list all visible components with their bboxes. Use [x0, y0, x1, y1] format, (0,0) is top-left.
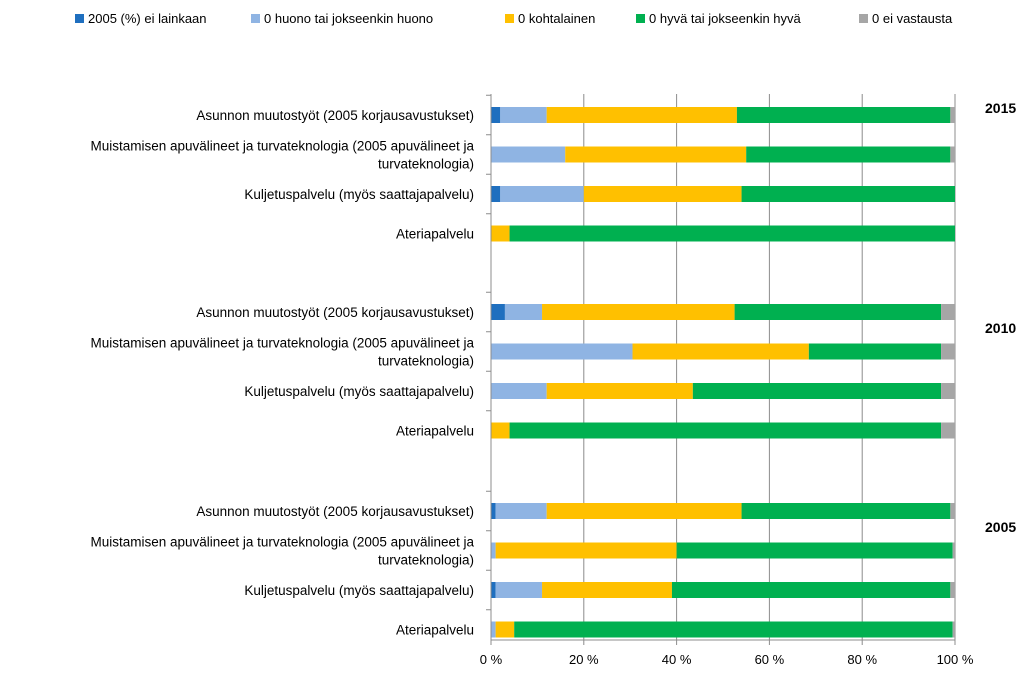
- category-label: Asunnon muutostyöt (2005 korjausavustuks…: [196, 504, 474, 519]
- category-label: Kuljetuspalvelu (myös saattajapalvelu): [244, 187, 474, 202]
- category-label: Asunnon muutostyöt (2005 korjausavustuks…: [196, 108, 474, 123]
- group-label: 2005: [985, 519, 1016, 535]
- category-label: Ateriapalvelu: [396, 623, 474, 638]
- legend: 2005 (%) ei lainkaan 0 huono tai jokseenk…: [75, 11, 953, 26]
- legend-label: 0 huono tai jokseenkin huono: [264, 11, 433, 26]
- bar-segment: [941, 343, 955, 360]
- bar-segment: [491, 383, 547, 399]
- bar-segment: [741, 503, 951, 519]
- category-label: turvateknologia): [378, 354, 474, 369]
- bar-segment: [741, 186, 955, 202]
- category-label: turvateknologia): [378, 553, 474, 568]
- bar-segment: [491, 107, 501, 123]
- category-labels: Asunnon muutostyöt (2005 korjausavustuks…: [91, 108, 475, 638]
- bar-segment: [676, 542, 953, 559]
- bar-segment: [734, 304, 942, 320]
- bar-segment: [546, 107, 737, 123]
- bar-segment: [952, 542, 955, 559]
- x-tick-label: 0 %: [480, 652, 503, 667]
- bar-segment: [950, 107, 955, 123]
- bar-segment: [500, 186, 584, 202]
- bar-segment: [546, 383, 693, 399]
- bar-segment: [941, 422, 955, 439]
- bar-segment: [491, 621, 496, 638]
- bar-segment: [491, 343, 633, 360]
- bar-segment: [491, 225, 510, 242]
- bar-segment: [632, 343, 809, 360]
- bar-segment: [495, 582, 543, 598]
- bars: [491, 107, 955, 638]
- category-label: Ateriapalvelu: [396, 227, 474, 242]
- category-label: Asunnon muutostyöt (2005 korjausavustuks…: [196, 305, 474, 320]
- bar-segment: [504, 304, 543, 320]
- bar-segment: [671, 582, 951, 598]
- group-labels: 2015 2010 2005: [985, 100, 1016, 535]
- bar-segment: [514, 621, 953, 638]
- legend-label: 0 ei vastausta: [872, 11, 953, 26]
- bar-segment: [941, 383, 955, 399]
- bar-segment: [491, 304, 505, 320]
- legend-label: 0 hyvä tai jokseenkin hyvä: [649, 11, 802, 26]
- x-tick-label: 100 %: [937, 652, 974, 667]
- bar-segment: [491, 146, 566, 163]
- legend-swatch: [251, 14, 260, 23]
- bar-segment: [495, 621, 515, 638]
- category-label: Muistamisen apuvälineet ja turvateknolog…: [91, 139, 475, 154]
- bar-segment: [500, 107, 547, 123]
- category-label: Muistamisen apuvälineet ja turvateknolog…: [91, 535, 475, 550]
- x-tick-label: 20 %: [569, 652, 599, 667]
- bar-segment: [546, 503, 742, 519]
- x-tick-label: 40 %: [662, 652, 692, 667]
- bar-segment: [952, 621, 955, 638]
- bar-segment: [491, 503, 496, 519]
- bar-segment: [495, 503, 547, 519]
- legend-label: 0 kohtalainen: [518, 11, 595, 26]
- legend-swatch: [75, 14, 84, 23]
- bar-segment: [491, 582, 496, 598]
- group-label: 2015: [985, 100, 1016, 116]
- group-label: 2010: [985, 320, 1016, 336]
- category-label: Kuljetuspalvelu (myös saattajapalvelu): [244, 583, 474, 598]
- bar-segment: [542, 304, 735, 320]
- bar-segment: [950, 503, 955, 519]
- category-label: Ateriapalvelu: [396, 424, 474, 439]
- category-label: Kuljetuspalvelu (myös saattajapalvelu): [244, 384, 474, 399]
- bar-segment: [583, 186, 742, 202]
- bar-segment: [491, 542, 496, 559]
- x-axis: 0 % 20 % 40 % 60 % 80 % 100 %: [480, 94, 974, 667]
- bar-segment: [565, 146, 747, 163]
- bar-segment: [491, 422, 510, 439]
- bar-segment: [509, 225, 955, 242]
- legend-swatch: [859, 14, 868, 23]
- legend-label: 2005 (%) ei lainkaan: [88, 11, 207, 26]
- bar-segment: [509, 422, 942, 439]
- bar-segment: [491, 186, 501, 202]
- bar-segment: [950, 582, 955, 598]
- category-label: Muistamisen apuvälineet ja turvateknolog…: [91, 336, 475, 351]
- bar-segment: [808, 343, 942, 360]
- bar-segment: [746, 146, 951, 163]
- legend-swatch: [505, 14, 514, 23]
- legend-swatch: [636, 14, 645, 23]
- bar-segment: [542, 582, 672, 598]
- bar-segment: [950, 146, 955, 163]
- bar-segment: [736, 107, 951, 123]
- bar-segment: [692, 383, 942, 399]
- bar-segment: [495, 542, 677, 559]
- category-label: turvateknologia): [378, 157, 474, 172]
- x-tick-label: 60 %: [755, 652, 785, 667]
- x-tick-label: 80 %: [847, 652, 877, 667]
- bar-segment: [941, 304, 955, 320]
